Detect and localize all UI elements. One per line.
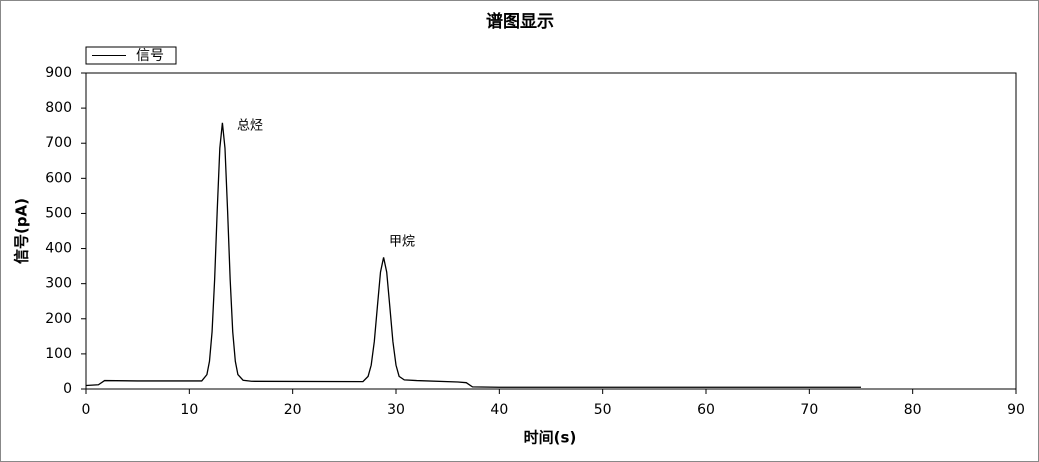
series-line <box>85 122 861 388</box>
y-tick-label: 500 <box>45 205 72 221</box>
plot-area <box>85 72 1017 390</box>
x-tick-label: 80 <box>904 402 922 418</box>
x-tick-label: 50 <box>594 402 612 418</box>
x-axis-label: 时间(s) <box>524 429 577 447</box>
y-axis-label: 信号(pA) <box>13 198 31 264</box>
y-tick-label: 700 <box>45 135 72 151</box>
x-tick-label: 60 <box>697 402 715 418</box>
y-tick-label: 0 <box>63 381 72 397</box>
annotation: 甲烷 <box>389 235 415 250</box>
x-tick-label: 70 <box>800 402 818 418</box>
chart-title: 谱图显示 <box>486 11 554 32</box>
y-tick-label: 200 <box>45 311 72 327</box>
x-tick-label: 0 <box>82 402 91 418</box>
legend-label: 信号 <box>136 48 164 64</box>
x-tick-label: 40 <box>490 402 508 418</box>
x-tick-label: 10 <box>180 402 198 418</box>
x-tick-label: 30 <box>387 402 405 418</box>
y-tick-label: 900 <box>45 65 72 81</box>
y-tick-label: 300 <box>45 276 72 292</box>
y-tick-label: 800 <box>45 100 72 116</box>
legend-box <box>85 46 177 65</box>
x-tick-label: 20 <box>284 402 302 418</box>
y-tick-label: 400 <box>45 241 72 257</box>
y-tick-label: 100 <box>45 346 72 362</box>
y-tick-label: 600 <box>45 170 72 186</box>
annotation: 总烃 <box>237 119 263 134</box>
x-tick-label: 90 <box>1007 402 1025 418</box>
